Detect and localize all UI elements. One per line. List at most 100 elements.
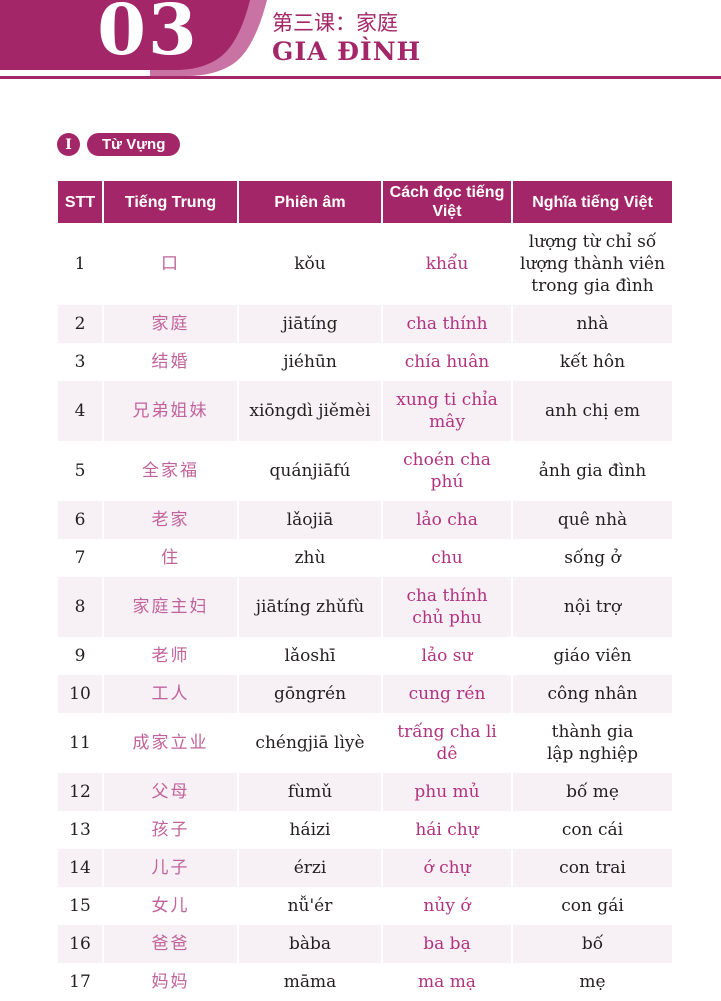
cell-stt: 9: [74, 646, 86, 666]
section-heading-vocabulary: I Từ Vựng: [57, 133, 181, 156]
column-header-pinyin: Phiên âm: [237, 181, 382, 223]
table-row: 14 儿子 érzi ớ chự con trai: [58, 849, 672, 887]
cell-chinese: 口: [102, 223, 238, 305]
cell-viet-meaning: kết hôn: [511, 343, 672, 381]
cell-stt: 11: [69, 733, 91, 753]
cell-pinyin: nǚ'ér: [237, 887, 382, 925]
vocabulary-table-body: 1 口 kǒu khẩu lượng từ chỉ số lượng thành…: [58, 223, 672, 1001]
cell-stt: 3: [74, 352, 86, 372]
column-header-stt: STT: [58, 181, 103, 223]
cell-stt: 14: [69, 858, 91, 878]
table-row: 5 全家福 quánjiāfú choén cha phú ảnh gia đì…: [58, 441, 672, 501]
table-row: 11 成家立业 chéngjiā lìyè trấng cha li dê th…: [58, 713, 672, 773]
cell-chinese: 孩子: [102, 811, 238, 849]
table-row: 17 妈妈 māma ma mạ mẹ: [58, 963, 672, 1001]
cell-viet-meaning: ảnh gia đình: [511, 441, 672, 501]
cell-pinyin: jiéhūn: [237, 343, 382, 381]
cell-viet-meaning: bố: [511, 925, 672, 963]
banner-swoosh-shape: [0, 0, 267, 76]
cell-pinyin: gōngrén: [237, 675, 382, 713]
cell-pinyin: háizi: [237, 811, 382, 849]
cell-stt: 4: [74, 401, 86, 421]
cell-stt: 17: [69, 972, 91, 992]
table-row: 10 工人 gōngrén cung rén công nhân: [58, 675, 672, 713]
cell-viet-meaning: sống ở: [511, 539, 672, 577]
cell-viet-meaning: mẹ: [511, 963, 672, 1001]
cell-viet-reading: cha thính chủ phu: [381, 577, 512, 637]
cell-chinese: 结婚: [102, 343, 238, 381]
cell-viet-reading: chía huân: [381, 343, 512, 381]
cell-viet-meaning: con gái: [511, 887, 672, 925]
cell-viet-meaning: quê nhà: [511, 501, 672, 539]
cell-pinyin: xiōngdì jiěmèi: [237, 381, 382, 441]
cell-viet-reading: choén cha phú: [381, 441, 512, 501]
cell-chinese: 女儿: [102, 887, 238, 925]
lesson-banner: 03: [0, 0, 280, 80]
cell-stt: 12: [69, 782, 91, 802]
cell-viet-reading: phu mủ: [381, 773, 512, 811]
cell-chinese: 妈妈: [102, 963, 238, 1001]
lesson-title-chinese: 第三课：家庭: [272, 11, 398, 35]
cell-pinyin: kǒu: [237, 223, 382, 305]
cell-viet-meaning: giáo viên: [511, 637, 672, 675]
cell-viet-reading: trấng cha li dê: [381, 713, 512, 773]
cell-pinyin: lǎoshī: [237, 637, 382, 675]
cell-stt: 2: [74, 314, 86, 334]
cell-viet-reading: cung rén: [381, 675, 512, 713]
cell-stt: 6: [74, 510, 86, 530]
cell-viet-reading: nủy ớ: [381, 887, 512, 925]
table-row: 7 住 zhù chu sống ở: [58, 539, 672, 577]
lesson-number: 03: [97, 0, 199, 71]
cell-viet-reading: cha thính: [381, 305, 512, 343]
cell-chinese: 家庭: [102, 305, 238, 343]
cell-chinese: 父母: [102, 773, 238, 811]
cell-viet-reading: lảo cha: [381, 501, 512, 539]
cell-chinese: 兄弟姐妹: [102, 381, 238, 441]
cell-stt: 1: [74, 254, 86, 274]
cell-viet-meaning: con trai: [511, 849, 672, 887]
cell-viet-reading: ớ chự: [381, 849, 512, 887]
cell-chinese: 儿子: [102, 849, 238, 887]
cell-viet-meaning: công nhân: [511, 675, 672, 713]
cell-viet-reading: chu: [381, 539, 512, 577]
lesson-titles: 第三课：家庭 GIA ĐÌNH: [272, 9, 421, 67]
table-row: 1 口 kǒu khẩu lượng từ chỉ số lượng thành…: [58, 223, 672, 305]
cell-chinese: 成家立业: [102, 713, 238, 773]
cell-stt: 10: [69, 684, 91, 704]
cell-pinyin: lǎojiā: [237, 501, 382, 539]
column-header-viet-reading: Cách đọc tiếng Việt: [381, 181, 512, 223]
cell-viet-reading: hái chự: [381, 811, 512, 849]
table-row: 12 父母 fùmǔ phu mủ bố mẹ: [58, 773, 672, 811]
table-row: 2 家庭 jiātíng cha thính nhà: [58, 305, 672, 343]
cell-pinyin: māma: [237, 963, 382, 1001]
cell-stt: 16: [69, 934, 91, 954]
header-divider: [0, 76, 721, 79]
cell-pinyin: fùmǔ: [237, 773, 382, 811]
cell-viet-meaning: nội trợ: [511, 577, 672, 637]
cell-viet-meaning: anh chị em: [511, 381, 672, 441]
cell-chinese: 老师: [102, 637, 238, 675]
cell-stt: 5: [74, 461, 86, 481]
cell-viet-reading: xung ti chỉa mây: [381, 381, 512, 441]
column-header-chinese: Tiếng Trung: [102, 181, 238, 223]
lesson-title-vietnamese: GIA ĐÌNH: [272, 37, 422, 66]
vocabulary-table-header: STT Tiếng Trung Phiên âm Cách đọc tiếng …: [58, 181, 672, 223]
table-row: 9 老师 lǎoshī lảo sư giáo viên: [58, 637, 672, 675]
cell-stt: 13: [69, 820, 91, 840]
cell-pinyin: quánjiāfú: [237, 441, 382, 501]
cell-pinyin: bàba: [237, 925, 382, 963]
cell-pinyin: chéngjiā lìyè: [237, 713, 382, 773]
table-row: 13 孩子 háizi hái chự con cái: [58, 811, 672, 849]
cell-viet-reading: khẩu: [381, 223, 512, 305]
cell-stt: 7: [74, 548, 86, 568]
cell-viet-meaning: con cái: [511, 811, 672, 849]
cell-viet-meaning: bố mẹ: [511, 773, 672, 811]
cell-viet-meaning: thành gia lập nghiệp: [511, 713, 672, 773]
cell-stt: 8: [74, 597, 86, 617]
cell-viet-reading: ba bạ: [381, 925, 512, 963]
cell-viet-reading: ma mạ: [381, 963, 512, 1001]
section-label-badge: Từ Vựng: [87, 133, 181, 156]
cell-pinyin: zhù: [237, 539, 382, 577]
table-row: 3 结婚 jiéhūn chía huân kết hôn: [58, 343, 672, 381]
